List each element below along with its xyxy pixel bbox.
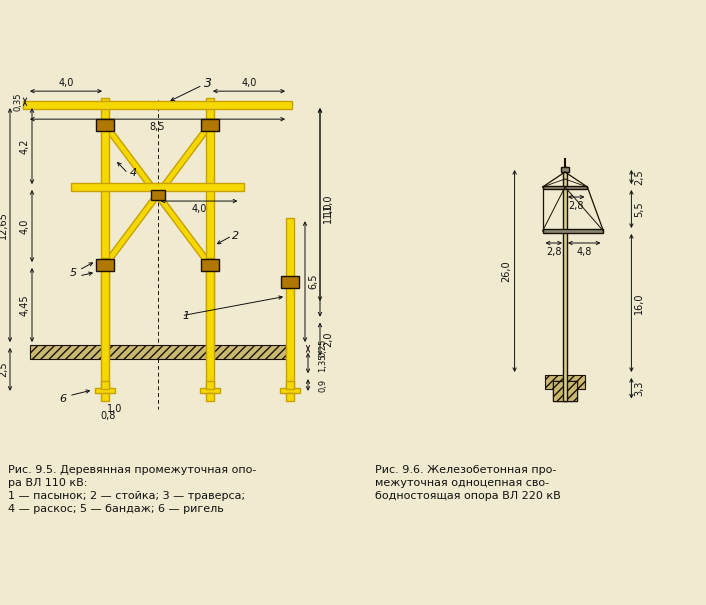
Text: 1: 1 [182, 311, 190, 321]
Text: 5,5: 5,5 [635, 201, 645, 217]
Text: 4: 4 [129, 168, 136, 178]
Text: 4,0: 4,0 [20, 218, 30, 234]
Text: 3,3: 3,3 [635, 381, 645, 396]
Text: 5: 5 [69, 268, 76, 278]
Polygon shape [280, 388, 300, 393]
Bar [201, 259, 219, 271]
Polygon shape [101, 99, 109, 345]
Bar [96, 259, 114, 271]
Polygon shape [286, 218, 294, 394]
Polygon shape [23, 101, 292, 109]
Bar [150, 190, 164, 200]
Text: 3: 3 [203, 77, 212, 90]
Text: 11,0: 11,0 [323, 201, 333, 223]
Polygon shape [201, 388, 220, 393]
Text: Рис. 9.6. Железобетонная про-: Рис. 9.6. Железобетонная про- [375, 465, 556, 475]
Bar [101, 381, 109, 389]
Text: 0,9: 0,9 [318, 378, 328, 391]
Text: 1,0: 1,0 [107, 404, 123, 414]
Polygon shape [95, 388, 115, 393]
Text: 4,2: 4,2 [20, 139, 30, 154]
Text: бодностоящая опора ВЛ 220 кВ: бодностоящая опора ВЛ 220 кВ [375, 491, 561, 501]
Bar [201, 119, 219, 131]
Polygon shape [101, 258, 109, 394]
Text: 2,8: 2,8 [568, 201, 584, 211]
Polygon shape [71, 183, 244, 191]
Text: 6,5: 6,5 [308, 274, 318, 289]
Text: 2,5: 2,5 [635, 169, 645, 185]
Text: 6: 6 [59, 394, 66, 404]
Text: 4,0: 4,0 [191, 204, 207, 214]
Bar [206, 393, 214, 401]
Text: ра ВЛ 110 кВ:: ра ВЛ 110 кВ: [8, 478, 88, 488]
Text: 4 — раскос; 5 — бандаж; 6 — ригель: 4 — раскос; 5 — бандаж; 6 — ригель [8, 504, 224, 514]
Text: 1,35: 1,35 [318, 354, 328, 372]
Polygon shape [206, 258, 214, 394]
Text: межуточная одноцепная сво-: межуточная одноцепная сво- [375, 478, 549, 488]
Polygon shape [206, 99, 214, 345]
Polygon shape [102, 123, 213, 267]
Bar [553, 381, 577, 401]
Text: 2,5: 2,5 [0, 362, 8, 377]
Polygon shape [563, 167, 567, 401]
Bar [206, 381, 214, 389]
Text: 12,65: 12,65 [0, 211, 8, 239]
Text: Рис. 9.5. Деревянная промежуточная опо-: Рис. 9.5. Деревянная промежуточная опо- [8, 465, 256, 475]
Bar [30, 345, 293, 359]
Polygon shape [102, 123, 213, 267]
Polygon shape [543, 229, 604, 233]
Bar [553, 381, 577, 401]
Text: 1 — пасынок; 2 — стойка; 3 — траверса;: 1 — пасынок; 2 — стойка; 3 — траверса; [8, 491, 245, 501]
Text: 8,5: 8,5 [150, 122, 165, 132]
Bar [561, 167, 569, 172]
Text: 2: 2 [232, 231, 239, 241]
Bar [286, 393, 294, 401]
Text: 0,25: 0,25 [318, 338, 328, 356]
Text: 2,8: 2,8 [546, 247, 561, 257]
Text: 4,45: 4,45 [20, 294, 30, 316]
Text: 4,8: 4,8 [577, 247, 592, 257]
Polygon shape [543, 186, 587, 189]
Bar [281, 276, 299, 287]
Bar [286, 381, 294, 389]
Text: 4,0: 4,0 [59, 78, 73, 88]
Bar [101, 393, 109, 401]
Text: 2,0: 2,0 [323, 332, 333, 347]
Text: 4,0: 4,0 [241, 78, 257, 88]
Bar [545, 375, 585, 389]
Text: 0,35: 0,35 [13, 93, 23, 111]
Text: 0,8: 0,8 [100, 411, 116, 420]
Text: 26,0: 26,0 [501, 260, 512, 282]
Text: 16,0: 16,0 [635, 292, 645, 314]
Bar [96, 119, 114, 131]
Text: 11,0: 11,0 [323, 194, 333, 215]
